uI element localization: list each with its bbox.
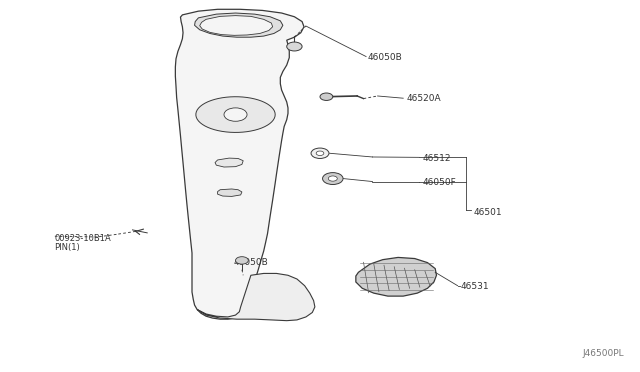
- Polygon shape: [218, 189, 242, 196]
- Polygon shape: [356, 257, 436, 296]
- Text: 46531: 46531: [461, 282, 490, 291]
- Text: 46050F: 46050F: [422, 178, 456, 187]
- Polygon shape: [197, 273, 315, 321]
- Polygon shape: [195, 13, 283, 37]
- Polygon shape: [215, 158, 243, 167]
- Text: PIN(1): PIN(1): [54, 243, 80, 252]
- Text: J46500PL: J46500PL: [582, 349, 624, 358]
- Text: 46050B: 46050B: [234, 258, 268, 267]
- Circle shape: [328, 176, 337, 181]
- Circle shape: [224, 108, 247, 121]
- Polygon shape: [200, 16, 273, 35]
- Text: 46520A: 46520A: [406, 94, 441, 103]
- Text: 46512: 46512: [422, 154, 451, 163]
- Polygon shape: [175, 9, 304, 319]
- Circle shape: [320, 93, 333, 100]
- Text: 46050B: 46050B: [368, 53, 403, 62]
- Circle shape: [323, 173, 343, 185]
- Circle shape: [311, 148, 329, 158]
- Polygon shape: [196, 97, 275, 132]
- Circle shape: [287, 42, 302, 51]
- Circle shape: [236, 257, 248, 264]
- Text: 00923-10B1A: 00923-10B1A: [54, 234, 111, 243]
- Text: 46501: 46501: [474, 208, 502, 217]
- Circle shape: [316, 151, 324, 155]
